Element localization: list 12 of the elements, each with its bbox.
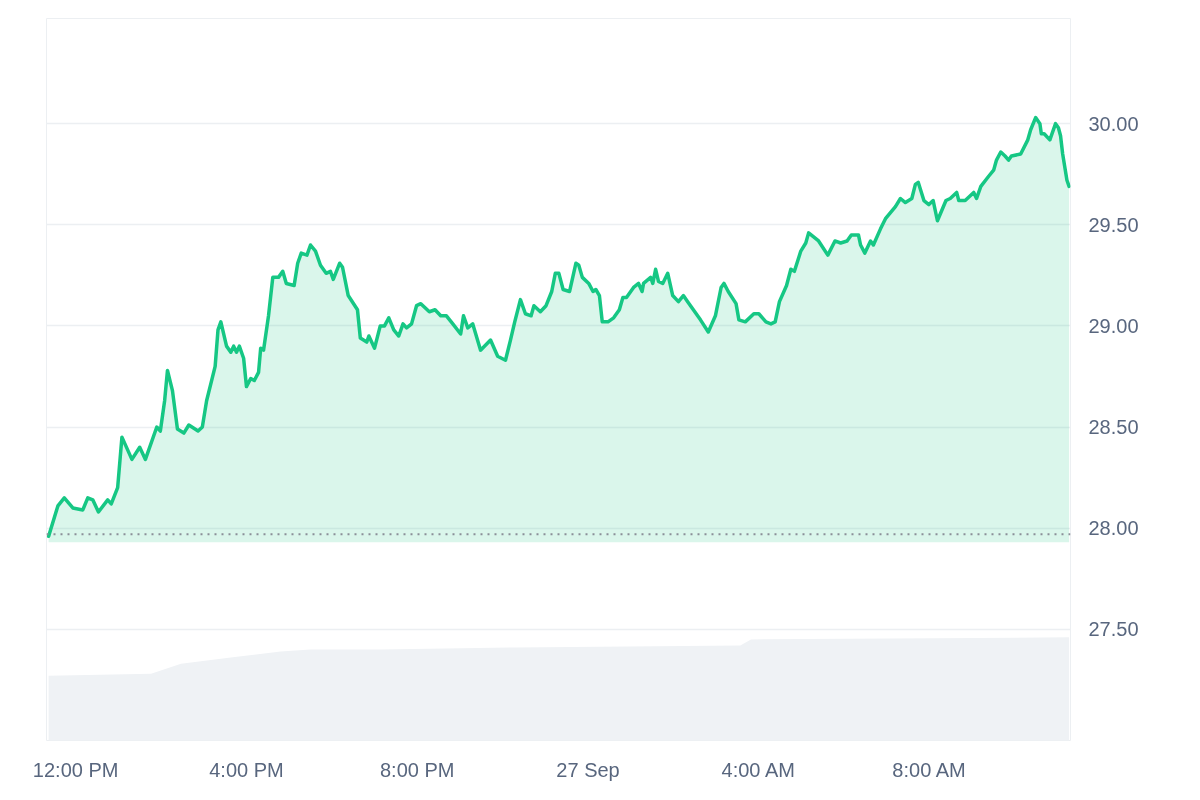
y-tick-label: 27.50	[1088, 618, 1139, 641]
x-tick-label: 27 Sep	[556, 758, 620, 781]
y-tick-label: 30.00	[1088, 112, 1139, 135]
x-tick-label: 8:00 PM	[380, 758, 455, 781]
y-tick-label: 29.00	[1088, 314, 1139, 337]
x-tick-label: 8:00 AM	[892, 758, 966, 781]
x-tick-label: 4:00 PM	[209, 758, 284, 781]
x-tick-label: 4:00 AM	[721, 758, 795, 781]
y-tick-label: 28.00	[1088, 517, 1139, 540]
x-tick-label: 12:00 PM	[32, 758, 119, 781]
y-tick-label: 28.50	[1088, 416, 1139, 439]
y-tick-label: 29.50	[1088, 213, 1139, 236]
